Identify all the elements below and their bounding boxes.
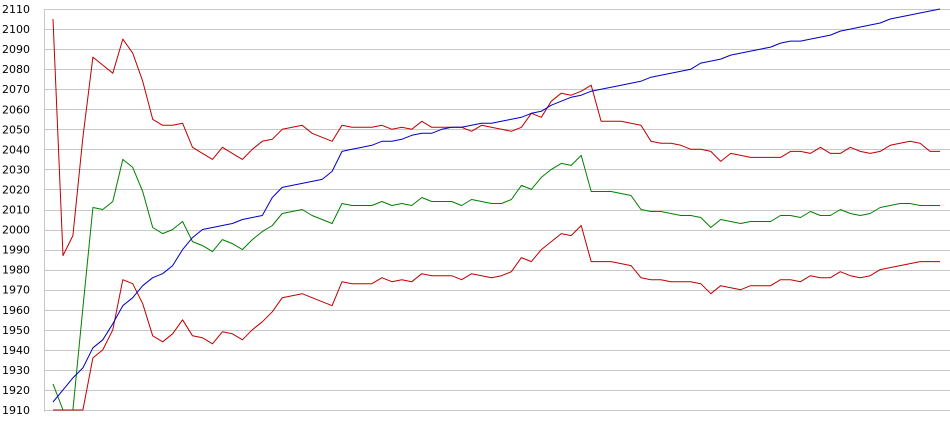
y-tick-label: 1950: [2, 324, 30, 337]
y-tick-label: 1980: [2, 264, 30, 277]
y-tick-label: 2070: [2, 83, 30, 96]
series-line-middle: [52, 154, 940, 411]
gridlines: [44, 9, 950, 411]
y-axis-tick-labels: 1910 1920 1930 1940 1950 1960 1970 1980 1990 2000…: [2, 3, 30, 417]
y-tick-label: 2010: [2, 204, 30, 217]
y-tick-label: 1920: [2, 384, 30, 397]
y-tick-label: 1960: [2, 304, 30, 317]
y-tick-label: 2020: [2, 183, 30, 196]
y-tick-label: 2040: [2, 143, 30, 156]
y-tick-label: 2090: [2, 43, 30, 56]
y-tick-label: 1970: [2, 284, 30, 297]
y-tick-label: 2110: [2, 3, 30, 16]
y-tick-label: 1930: [2, 364, 30, 377]
y-tick-label: 1990: [2, 244, 30, 257]
y-tick-label: 1940: [2, 344, 30, 357]
y-tick-label: 2060: [2, 103, 30, 116]
y-tick-label: 2080: [2, 63, 30, 76]
y-tick-label: 2100: [2, 23, 30, 36]
y-tick-label: 2050: [2, 123, 30, 136]
series-line-upper-band: [52, 18, 940, 257]
series-line-trend: [52, 8, 941, 403]
series-lines: [52, 8, 941, 411]
series-line-lower-band: [53, 225, 940, 411]
y-tick-label: 1910: [2, 404, 30, 417]
y-tick-label: 2030: [2, 163, 30, 176]
y-tick-label: 2000: [2, 224, 30, 237]
